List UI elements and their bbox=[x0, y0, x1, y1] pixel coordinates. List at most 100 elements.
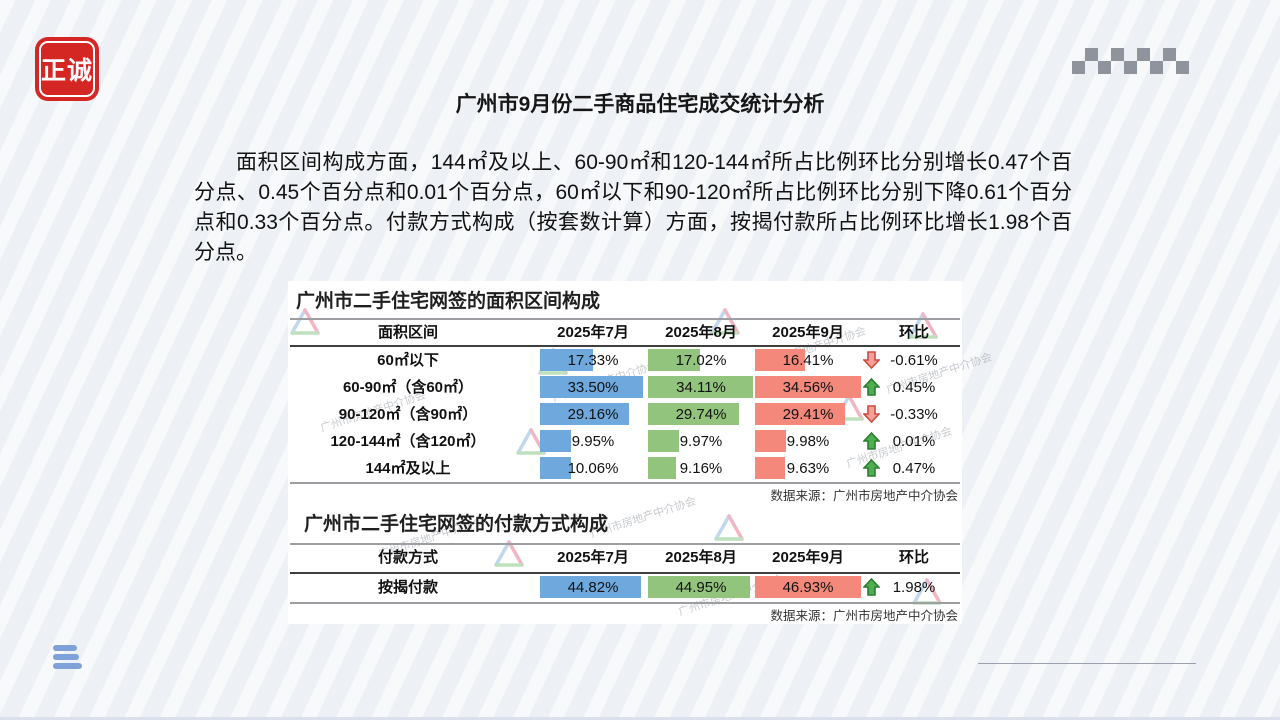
cell-value: 17.02% bbox=[675, 352, 727, 369]
data-bar bbox=[755, 576, 861, 598]
data-bar bbox=[648, 430, 679, 452]
table2-header-mom: 环比 bbox=[898, 549, 929, 566]
table2-header-aug: 2025年8月 bbox=[665, 549, 737, 566]
data-bar bbox=[540, 376, 643, 398]
trend-arrow-icon bbox=[859, 432, 883, 451]
table-row: 60-90㎡（含60㎡） 33.50% 34.11% 34.56% 0.45% bbox=[288, 374, 962, 401]
data-bar bbox=[755, 349, 806, 371]
cell-value: 44.95% bbox=[675, 579, 727, 596]
association-logo-watermark bbox=[714, 514, 744, 541]
trend-arrow-icon bbox=[859, 405, 883, 424]
row-label: 90-120㎡（含90㎡） bbox=[338, 406, 478, 423]
row-label: 60㎡以下 bbox=[377, 352, 439, 369]
mom-value: 0.45% bbox=[892, 379, 936, 396]
table1-bottom-rule bbox=[290, 482, 960, 484]
association-logo-watermark bbox=[908, 312, 938, 339]
table2-bottom-rule bbox=[290, 602, 960, 604]
cell-value: 9.95% bbox=[571, 433, 615, 450]
table-row: 60㎡以下 17.33% 17.02% 16.41% -0.61% bbox=[288, 347, 962, 374]
association-logo-watermark bbox=[494, 540, 524, 567]
trend-arrow-icon bbox=[859, 351, 883, 370]
cell-aug: 44.95% bbox=[648, 574, 754, 601]
trend-arrow-icon bbox=[859, 578, 883, 597]
data-bar bbox=[540, 349, 594, 371]
data-bar bbox=[540, 457, 571, 479]
data-bar bbox=[540, 403, 630, 425]
body-paragraph: 面积区间构成方面，144㎡及以上、60-90㎡和120-144㎡所占比例环比分别… bbox=[194, 151, 1072, 264]
company-logo: 正诚 bbox=[35, 37, 99, 101]
cell-jul: 44.82% bbox=[540, 574, 646, 601]
cell-jul: 17.33% bbox=[540, 347, 646, 374]
cell-value: 9.63% bbox=[786, 460, 830, 477]
cell-aug: 9.97% bbox=[648, 428, 754, 455]
cell-sep: 46.93% bbox=[755, 574, 861, 601]
logo-text: 正诚 bbox=[41, 57, 94, 85]
cell-value: 10.06% bbox=[567, 460, 619, 477]
stats-panel: 广州市房地产中介协会 广州市房地产中介协会 广州市房地产中介协会 广州市房地产中… bbox=[288, 281, 993, 624]
cell-value: 29.74% bbox=[675, 406, 727, 423]
cell-aug: 9.16% bbox=[648, 455, 754, 482]
logo-frame: 正诚 bbox=[39, 41, 95, 97]
cell-sep: 9.98% bbox=[755, 428, 861, 455]
mom-value: -0.33% bbox=[890, 406, 938, 423]
data-source-note: 数据来源：广州市房地产中介协会 bbox=[770, 489, 958, 503]
table2-top-rule bbox=[290, 543, 960, 545]
table-row: 144㎡及以上 10.06% 9.16% 9.63% 0.47% bbox=[288, 455, 962, 482]
row-label: 144㎡及以上 bbox=[365, 460, 451, 477]
association-logo-watermark bbox=[710, 308, 740, 335]
data-bar bbox=[755, 430, 786, 452]
data-source-note: 数据来源：广州市房地产中介协会 bbox=[770, 609, 958, 623]
table1-header-rule bbox=[290, 345, 960, 347]
mom-value: 0.47% bbox=[892, 460, 936, 477]
data-bar bbox=[648, 457, 677, 479]
table-row: 按揭付款 44.82% 44.95% 46.93% 1.98% bbox=[288, 574, 962, 601]
table1-header-sep: 2025年9月 bbox=[772, 324, 844, 341]
decoration-bar bbox=[53, 654, 79, 660]
data-bar bbox=[540, 576, 642, 598]
data-bar bbox=[755, 457, 785, 479]
association-logo-watermark bbox=[290, 308, 320, 335]
table2-title: 广州市二手住宅网签的付款方式构成 bbox=[304, 514, 609, 535]
cell-value: 46.93% bbox=[782, 579, 834, 596]
data-bar bbox=[540, 430, 571, 452]
row-label: 按揭付款 bbox=[377, 579, 438, 596]
data-bar bbox=[648, 376, 753, 398]
data-bar bbox=[755, 403, 846, 425]
cell-value: 33.50% bbox=[567, 379, 619, 396]
cell-jul: 9.95% bbox=[540, 428, 646, 455]
cell-value: 29.16% bbox=[567, 406, 619, 423]
cell-value: 34.56% bbox=[782, 379, 834, 396]
bottom-edge-strip bbox=[0, 717, 1280, 720]
cell-value: 9.97% bbox=[679, 433, 723, 450]
cell-sep: 9.63% bbox=[755, 455, 861, 482]
page-title: 广州市9月份二手商品住宅成交统计分析 bbox=[455, 93, 825, 116]
trend-arrow-icon bbox=[859, 378, 883, 397]
table2-header-rule bbox=[290, 572, 960, 574]
table1-header-aug: 2025年8月 bbox=[665, 324, 737, 341]
table1-header-area: 面积区间 bbox=[377, 324, 438, 341]
table1-header-jul: 2025年7月 bbox=[557, 324, 629, 341]
cell-value: 34.11% bbox=[676, 379, 726, 396]
cell-sep: 16.41% bbox=[755, 347, 861, 374]
data-bar bbox=[648, 349, 701, 371]
cell-value: 17.33% bbox=[567, 352, 619, 369]
data-bar bbox=[755, 376, 861, 398]
cell-aug: 17.02% bbox=[648, 347, 754, 374]
cell-sep: 34.56% bbox=[755, 374, 861, 401]
data-bar bbox=[648, 403, 740, 425]
hamburger-decoration bbox=[53, 645, 82, 672]
row-label: 60-90㎡（含60㎡） bbox=[342, 379, 474, 396]
table2-header-jul: 2025年7月 bbox=[557, 549, 629, 566]
decoration-bar bbox=[53, 663, 82, 669]
checker-decoration bbox=[1072, 48, 1189, 74]
table2-header-sep: 2025年9月 bbox=[772, 549, 844, 566]
row-label: 120-144㎡（含120㎡） bbox=[330, 433, 486, 450]
cell-jul: 33.50% bbox=[540, 374, 646, 401]
table-row: 120-144㎡（含120㎡） 9.95% 9.97% 9.98% 0.01% bbox=[288, 428, 962, 455]
cell-aug: 34.11% bbox=[648, 374, 754, 401]
table1-top-rule bbox=[290, 318, 960, 320]
cell-value: 16.41% bbox=[782, 352, 834, 369]
data-bar bbox=[648, 576, 750, 598]
mom-value: 0.01% bbox=[892, 433, 936, 450]
